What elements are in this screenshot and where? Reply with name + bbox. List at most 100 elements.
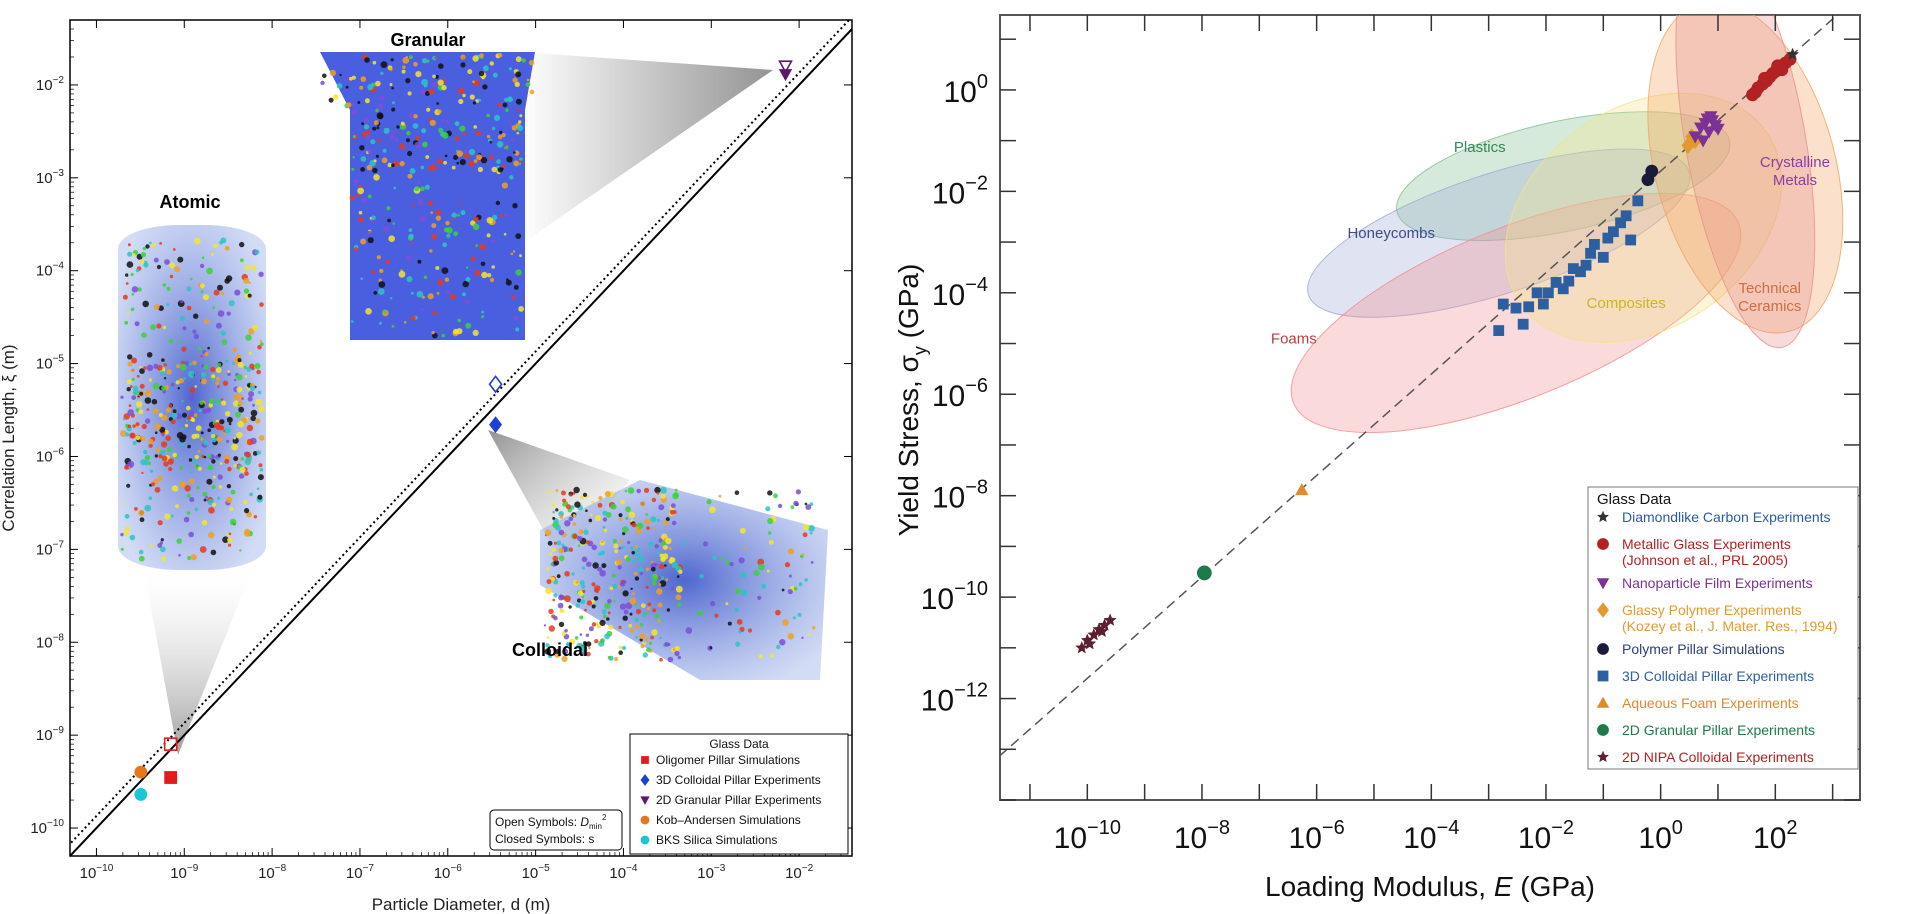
- right-point-square: [1580, 259, 1592, 271]
- right-point-triangle-up: [1295, 483, 1309, 496]
- left-legend-title: Glass Data: [709, 737, 769, 751]
- right-x-tick-label: 102: [1753, 817, 1798, 855]
- right-point-square: [1510, 302, 1522, 314]
- right-point-square: [1563, 275, 1575, 287]
- right-legend-label: Metallic Glass Experiments (Johnson et al…: [1622, 536, 1791, 568]
- colloidal-zoom-cone: [488, 430, 630, 560]
- left-x-tick-label: 10−3: [697, 863, 726, 882]
- identity-line: [70, 27, 852, 856]
- right-reference-line: [1000, 15, 1839, 757]
- left-reference-lines: [70, 20, 852, 856]
- right-point-square: [1620, 210, 1632, 222]
- inset-label-colloidal: Colloidal: [512, 640, 588, 660]
- right-point-triangle-down: [1711, 123, 1725, 136]
- symbol-note-box: Open Symbols: Dmin2 Closed Symbols: s: [489, 809, 623, 851]
- right-legend-marker: [1597, 643, 1609, 655]
- right-y-tick-label: 10−2: [932, 172, 988, 210]
- right-point-circle: [1775, 63, 1789, 77]
- right-x-tick-label: 10−4: [1403, 817, 1459, 855]
- right-point-square: [1625, 234, 1637, 246]
- right-point-circle: [1749, 85, 1762, 99]
- left-x-axis-label: Particle Diameter, d (m): [372, 895, 551, 914]
- left-insets: [118, 52, 828, 755]
- right-point-square: [1550, 277, 1562, 288]
- left-legend-marker: [640, 774, 650, 786]
- right-y-tick-label: 100: [944, 71, 989, 109]
- region-plastics: [1396, 111, 1731, 241]
- right-point-square: [1575, 266, 1586, 278]
- left-legend-label: BKS Silica Simulations: [656, 833, 777, 847]
- right-legend-marker: [1596, 602, 1610, 618]
- left-x-tick-label: 10−4: [609, 863, 638, 882]
- left-x-tick-label: 10−8: [258, 863, 287, 882]
- right-point-square: [1615, 217, 1626, 229]
- left-x-tick-label: 10−10: [80, 863, 114, 882]
- right-legend-label: Glassy Polymer Experiments (Kozey et al.,…: [1622, 602, 1838, 634]
- inset-label-granular: Granular: [390, 30, 465, 50]
- left-legend-label: 2D Granular Pillar Experiments: [656, 793, 821, 807]
- left-x-tick-label: 10−9: [170, 863, 199, 882]
- yield-stress-chart: Plastics Honeycombs Foams Composites Technic…: [893, 14, 1861, 902]
- region-technical: [1647, 15, 1844, 334]
- left-x-tick-label: 10−7: [346, 863, 375, 882]
- right-legend-marker: [1597, 724, 1609, 736]
- left-y-tick-label: 10−6: [36, 446, 65, 465]
- right-y-tick-label: 10−12: [921, 680, 988, 718]
- left-point-triangle-down: [778, 60, 793, 74]
- right-point-triangle-down: [1702, 126, 1716, 139]
- right-x-tick-label: 10−6: [1289, 817, 1345, 855]
- region-label: Plastics: [1454, 139, 1506, 156]
- right-legend-marker: [1597, 510, 1609, 523]
- right-legend-marker: [1597, 750, 1609, 763]
- dashed-trend-line: [1000, 15, 1839, 757]
- right-legend-marker: [1596, 696, 1610, 708]
- right-point-square: [1608, 226, 1619, 238]
- region-honeycombs: [1307, 148, 1691, 318]
- right-x-tick-label: 100: [1638, 817, 1683, 855]
- left-legend-marker: [641, 756, 649, 764]
- left-y-tick-label: 10−8: [36, 632, 65, 651]
- right-legend-label: Nanoparticle Film Experiments: [1622, 575, 1813, 591]
- right-point-square: [1557, 283, 1569, 295]
- left-y-tick-label: 10−3: [36, 168, 65, 187]
- right-legend-label: 2D Granular Pillar Experiments: [1622, 722, 1815, 738]
- right-point-square: [1537, 298, 1549, 310]
- region-label: Technical Ceramics: [1738, 280, 1801, 315]
- right-point-square: [1531, 287, 1543, 299]
- left-point-square: [163, 737, 178, 751]
- left-x-tick-label: 10−6: [434, 863, 463, 882]
- left-point-diamond: [489, 416, 503, 434]
- right-point-square: [1523, 301, 1535, 313]
- right-point-square: [1493, 325, 1505, 336]
- right-x-tick-label: 10−10: [1054, 817, 1121, 855]
- right-legend-marker: [1596, 578, 1610, 590]
- right-y-tick-label: 10−4: [932, 274, 988, 312]
- region-label: Crystalline Metals: [1760, 154, 1830, 189]
- atomic-zoom-cone: [145, 575, 250, 755]
- left-point-square: [164, 771, 178, 784]
- atomic-inset: [118, 225, 266, 570]
- right-point-star: [1786, 47, 1800, 60]
- left-y-tick-label: 10−7: [36, 539, 65, 558]
- left-y-tick-label: 10−2: [36, 75, 65, 94]
- left-x-tick-label: 10−2: [785, 863, 814, 882]
- granular-zoom-cone: [520, 52, 773, 245]
- right-y-tick-label: 10−10: [921, 578, 988, 616]
- right-legend-marker: [1597, 670, 1609, 682]
- right-axis-ticks: 10−10 10−8 10−6 10−4 10−2 100 102 10−12 10−10 10−…: [921, 15, 1860, 855]
- right-point-square: [1542, 287, 1554, 299]
- left-y-axis-label: Correlation Length, ξ (m): [0, 344, 18, 531]
- right-data-points: [1075, 47, 1800, 654]
- left-legend-label: 3D Colloidal Pillar Experiments: [656, 773, 821, 787]
- left-legend: Glass Data Oligomer Pillar Simulations 3D…: [629, 733, 849, 855]
- left-legend-marker: [640, 815, 650, 825]
- left-y-tick-label: 10−9: [36, 725, 65, 744]
- right-point-star: [1103, 613, 1117, 626]
- right-point-square: [1517, 318, 1529, 330]
- right-legend-label: Diamondlike Carbon Experiments: [1622, 509, 1831, 525]
- right-legend-label: 3D Colloidal Pillar Experiments: [1622, 668, 1814, 684]
- right-point-square: [1632, 195, 1644, 207]
- right-point-circle: [1196, 565, 1212, 581]
- left-y-tick-label: 10−5: [36, 354, 65, 373]
